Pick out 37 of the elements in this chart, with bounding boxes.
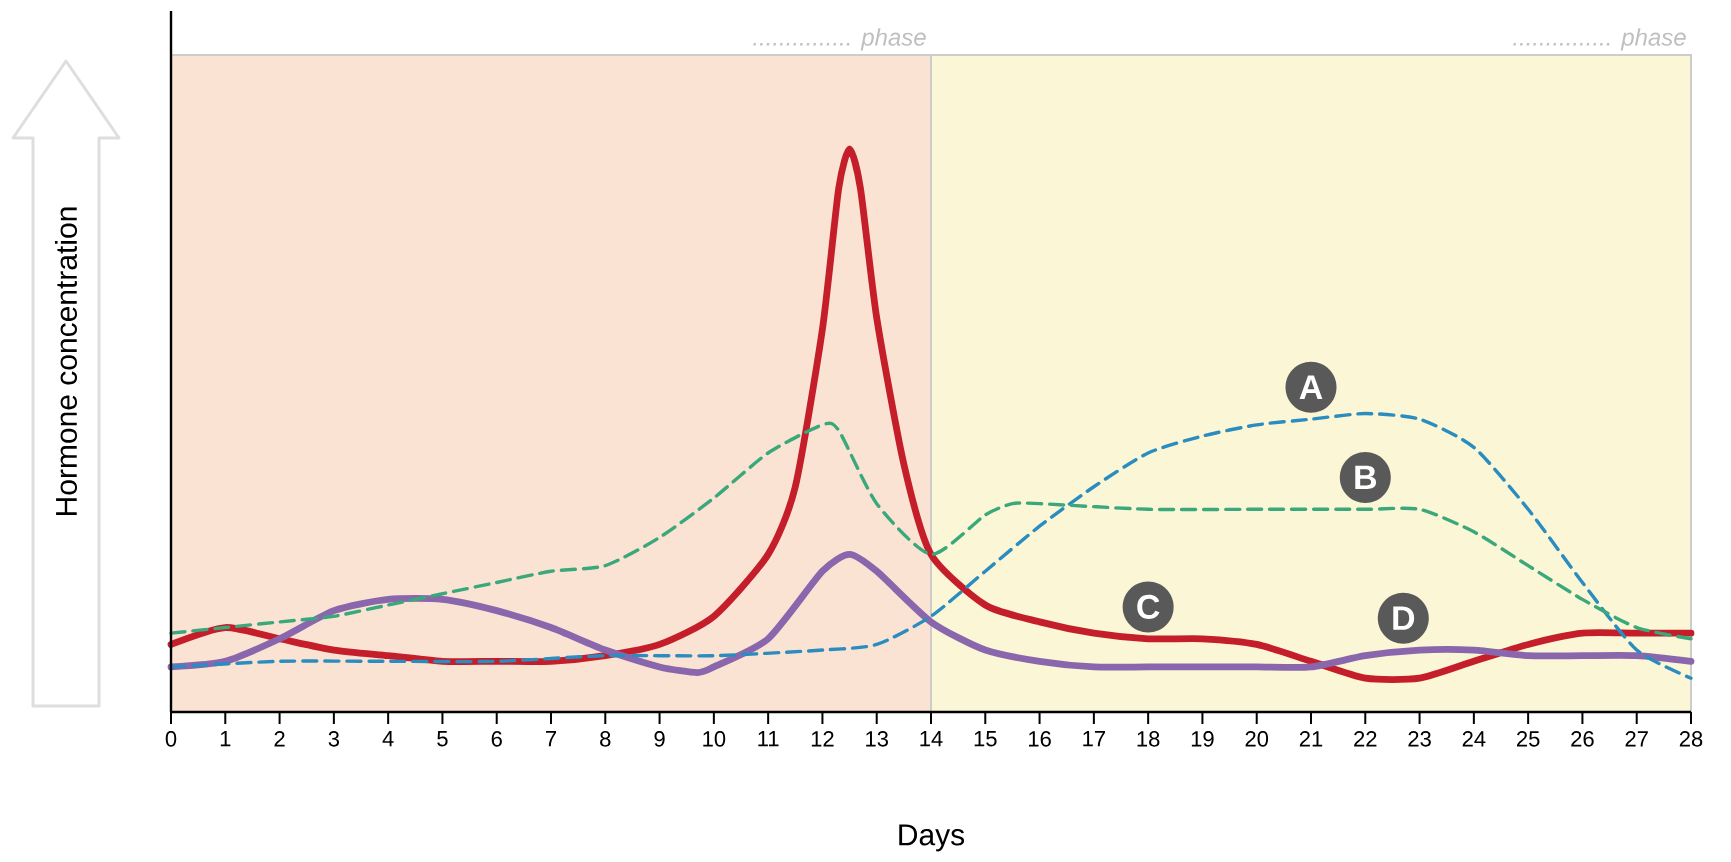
- annotation: D: [1393, 606, 1415, 630]
- x-tick-label: 2: [274, 731, 285, 747]
- annotation: C: [1137, 594, 1160, 619]
- annotation: A: [1299, 375, 1323, 399]
- band-label: ............... phase: [1513, 28, 1686, 51]
- x-tick-label: 26: [1571, 731, 1594, 747]
- x-tick-label: 21: [1299, 731, 1323, 747]
- x-tick-label: 28: [1679, 731, 1703, 747]
- x-tick-label: 20: [1245, 731, 1269, 747]
- x-tick-label: 6: [491, 731, 502, 747]
- x-axis-title: Days: [899, 824, 965, 852]
- x-tick-label: 7: [546, 731, 557, 747]
- x-tick-label: 13: [866, 731, 888, 747]
- x-tick-label: 3: [328, 731, 340, 747]
- y-axis-title: Hormone concentration: [54, 207, 78, 515]
- x-tick-label: 17: [1083, 731, 1105, 747]
- x-tick-label: 1: [220, 731, 231, 747]
- x-tick-label: 27: [1625, 731, 1648, 747]
- x-tick-label: 9: [654, 731, 665, 747]
- x-tick-label: 16: [1029, 731, 1051, 747]
- x-tick-label: 5: [437, 731, 448, 747]
- x-tick-label: 15: [974, 731, 997, 747]
- x-tick-label: 8: [600, 731, 611, 747]
- band-label: ............... phase: [753, 28, 926, 51]
- x-tick-label: 23: [1408, 731, 1431, 747]
- x-tick-label: 14: [920, 731, 943, 747]
- x-tick-label: 19: [1191, 731, 1214, 747]
- x-tick-label: 18: [1137, 731, 1160, 747]
- x-tick-label: 11: [758, 731, 779, 747]
- x-tick-label: 24: [1462, 731, 1486, 747]
- x-tick-label: 10: [703, 731, 726, 747]
- x-tick-label: 4: [382, 731, 394, 747]
- x-tick-label: 22: [1354, 731, 1377, 747]
- annotation: B: [1355, 465, 1377, 490]
- x-tick-label: 12: [811, 731, 834, 747]
- x-tick-label: 25: [1517, 731, 1540, 747]
- x-tick-label: 0: [165, 731, 177, 747]
